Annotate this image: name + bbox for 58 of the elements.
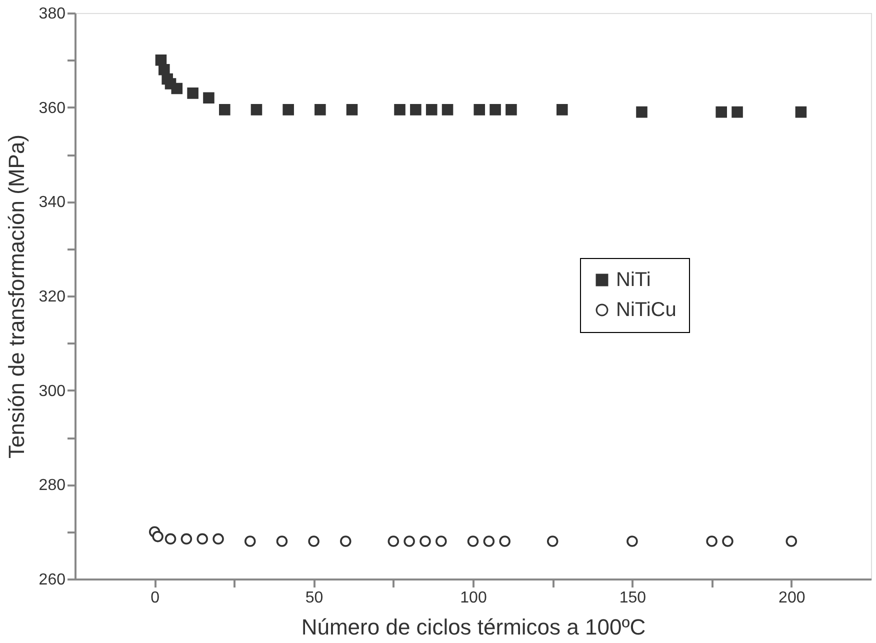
x-tick-label: 150 xyxy=(619,590,646,606)
point xyxy=(282,104,294,116)
point xyxy=(499,536,510,547)
point xyxy=(171,82,183,94)
y-axis-title: Tensión de transformación (MPa) xyxy=(4,134,29,459)
point xyxy=(490,104,501,116)
point xyxy=(732,106,743,118)
x-tick-label: 0 xyxy=(150,590,160,606)
point xyxy=(203,92,214,104)
legend-label: NiTi xyxy=(616,269,651,291)
point xyxy=(276,536,288,547)
point xyxy=(308,536,320,547)
point xyxy=(314,104,326,116)
y-tick-label: 260 xyxy=(38,572,66,588)
point xyxy=(212,533,224,545)
point xyxy=(404,536,415,547)
point xyxy=(636,106,648,118)
x-tick-label: 100 xyxy=(460,590,487,606)
point xyxy=(795,106,807,118)
legend-label: NiTiCu xyxy=(616,299,676,321)
point xyxy=(716,106,727,118)
y-tick-label: 380 xyxy=(38,6,66,22)
point xyxy=(426,104,438,116)
point xyxy=(394,104,406,116)
point xyxy=(467,536,479,547)
point xyxy=(164,533,176,545)
point xyxy=(506,104,517,116)
point xyxy=(219,104,230,116)
x-tick-label: 200 xyxy=(778,590,806,606)
point xyxy=(420,536,431,547)
y-tick-label: 280 xyxy=(38,477,66,494)
point xyxy=(340,536,352,547)
point xyxy=(442,104,454,116)
point xyxy=(244,536,256,547)
point xyxy=(158,64,170,76)
point xyxy=(483,536,495,547)
y-tick-label: 320 xyxy=(38,288,66,306)
point xyxy=(346,104,358,116)
point xyxy=(152,530,164,542)
point xyxy=(187,88,198,99)
y-tick-label: 360 xyxy=(38,100,66,117)
x-tick-label: 50 xyxy=(305,590,324,606)
point xyxy=(706,536,718,547)
point xyxy=(556,104,568,116)
point xyxy=(786,536,798,547)
point xyxy=(196,533,208,545)
point xyxy=(436,536,447,547)
point xyxy=(546,536,558,547)
point xyxy=(626,536,638,547)
point xyxy=(410,104,422,116)
point xyxy=(180,533,192,545)
y-tick-label: 300 xyxy=(38,382,66,400)
x-axis-title: Número de ciclos térmicos a 100ºC xyxy=(301,614,646,640)
point xyxy=(474,104,486,116)
point xyxy=(250,104,262,116)
point xyxy=(388,536,400,547)
y-tick-label: 340 xyxy=(38,194,66,212)
point xyxy=(722,536,734,547)
